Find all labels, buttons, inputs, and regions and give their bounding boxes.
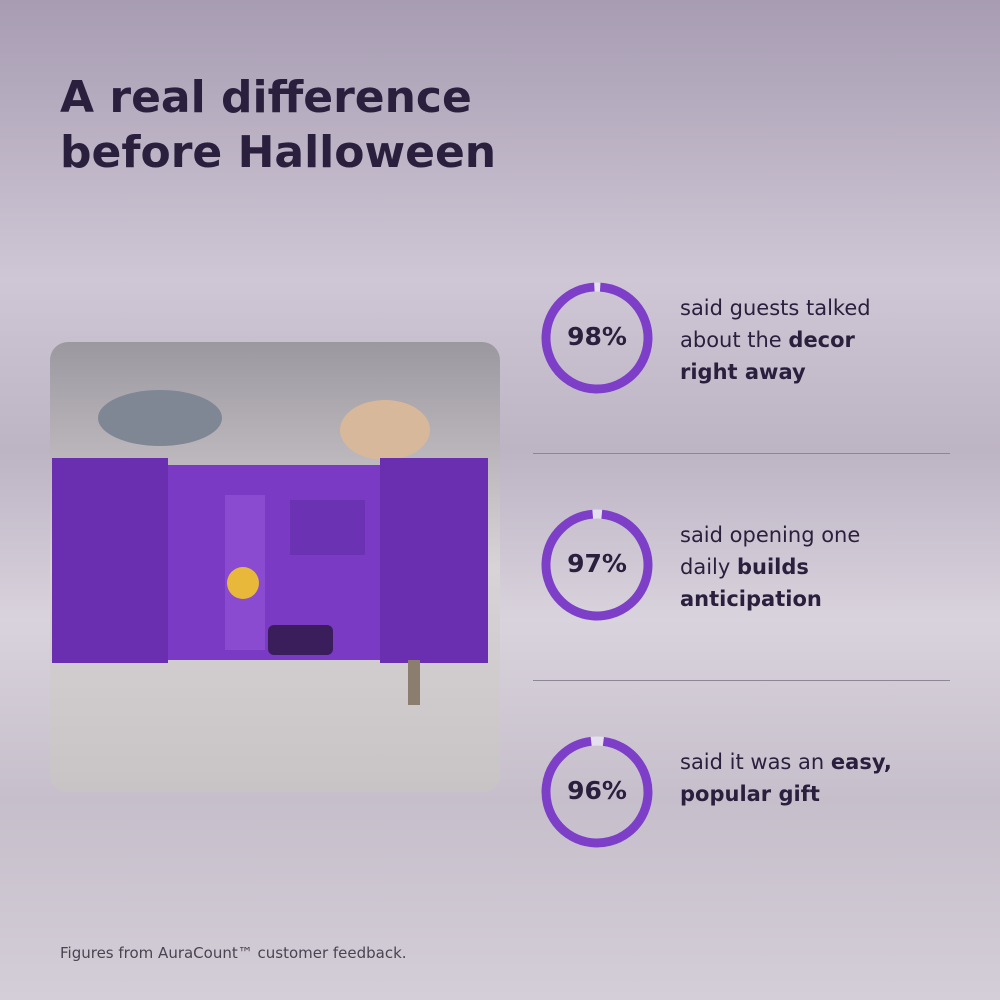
stat-text: said opening one daily builds anticipati… (680, 519, 910, 615)
stat-text: said guests talked about the decor right… (680, 292, 910, 388)
footnote: Figures from AuraCount™ customer feedbac… (60, 944, 407, 962)
title-line: before Halloween (60, 127, 497, 178)
divider (533, 680, 950, 681)
ring-arc (541, 509, 653, 621)
title-line: A real difference (60, 72, 472, 123)
stat-value: 98% (567, 322, 627, 351)
ring-arc (541, 282, 653, 394)
text: said it was an (680, 750, 831, 774)
product-photo (50, 342, 500, 792)
bold-text: builds anticipation (680, 555, 822, 611)
ring-arc (541, 736, 653, 848)
text: said opening one daily (680, 523, 861, 579)
bold-text: easy, popular gift (680, 750, 892, 806)
stat-text: said it was an easy, popular gift (680, 746, 910, 810)
text: said guests talked about the (680, 296, 871, 352)
divider (533, 453, 950, 454)
stat-value: 96% (567, 776, 627, 805)
bold-text: decor right away (680, 328, 855, 384)
stat-value: 97% (567, 549, 627, 578)
